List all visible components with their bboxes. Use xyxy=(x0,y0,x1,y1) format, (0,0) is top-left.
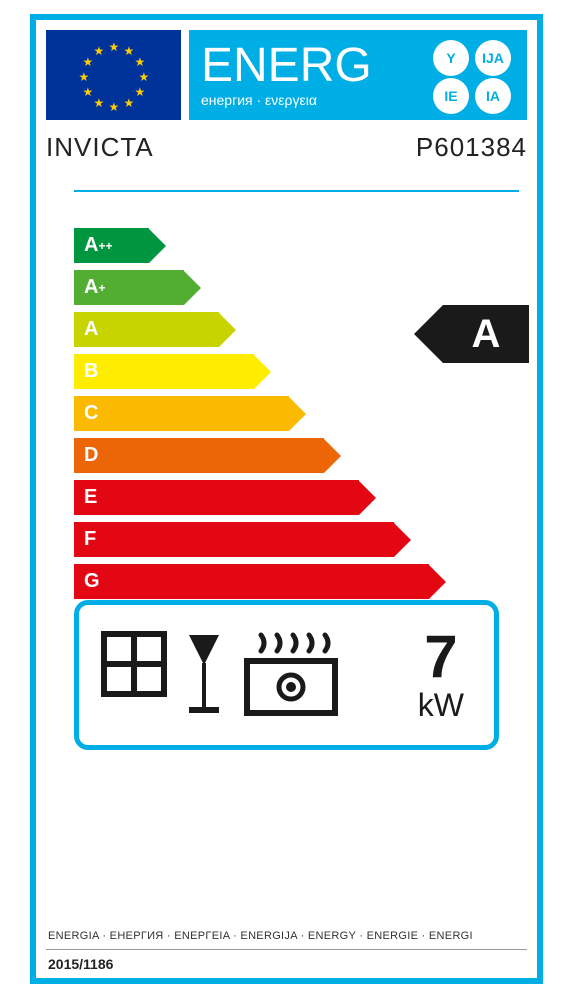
eu-star-icon: ★ xyxy=(83,55,93,65)
arrow-head-icon xyxy=(429,565,446,599)
eu-star-icon: ★ xyxy=(134,55,144,65)
header-band: ★★★★★★★★★★★★ ENERG енергия · ενεργεια Y … xyxy=(46,30,527,120)
energ-title: ENERG xyxy=(201,42,372,90)
footer-languages: ENERGIA · ЕНЕРГИЯ · ΕΝΕΡΓΕΙΑ · ENERGIJA … xyxy=(48,930,525,942)
arrow-head-icon xyxy=(149,229,166,263)
heating-pictograms xyxy=(99,629,418,721)
arrow-head-icon xyxy=(289,397,306,431)
arrow-head-icon xyxy=(324,439,341,473)
power-value: 7 xyxy=(418,627,464,687)
power-value-block: 7 kW xyxy=(418,627,474,724)
eu-star-icon: ★ xyxy=(94,44,104,54)
rating-class-label: A xyxy=(74,312,219,347)
arrow-head-icon xyxy=(219,313,236,347)
model-number: P601384 xyxy=(416,132,527,163)
rating-row: D xyxy=(74,438,534,473)
eu-star-icon: ★ xyxy=(124,44,134,54)
stove-icon xyxy=(241,631,341,721)
arrow-head-icon xyxy=(359,481,376,515)
rating-class-label: A+ xyxy=(74,270,184,305)
arrow-head-icon xyxy=(394,523,411,557)
eu-flag-icon: ★★★★★★★★★★★★ xyxy=(46,30,181,120)
efficiency-scale: A++A+ABCDEFG xyxy=(74,228,534,606)
rating-class-label: D xyxy=(74,438,324,473)
arrow-head-icon xyxy=(414,305,443,363)
eu-star-icon: ★ xyxy=(109,40,119,50)
eu-star-icon: ★ xyxy=(109,100,119,110)
rating-row: E xyxy=(74,480,534,515)
eu-star-icon: ★ xyxy=(139,70,149,80)
energ-subtitle: енергия · ενεργεια xyxy=(201,92,372,108)
rating-row: G xyxy=(74,564,534,599)
product-class-arrow: A xyxy=(414,305,529,363)
lang-code: IA xyxy=(475,78,511,114)
rating-class-label: B xyxy=(74,354,254,389)
lang-code: Y xyxy=(433,40,469,76)
lamp-icon xyxy=(181,629,227,721)
eu-star-icon: ★ xyxy=(94,96,104,106)
footer-divider xyxy=(46,949,527,950)
eu-star-icon: ★ xyxy=(124,96,134,106)
rating-row: F xyxy=(74,522,534,557)
rating-class-label: A++ xyxy=(74,228,149,263)
energy-label-frame: ★★★★★★★★★★★★ ENERG енергия · ενεργεια Y … xyxy=(30,14,543,984)
rating-class-label: F xyxy=(74,522,394,557)
power-output-box: 7 kW xyxy=(74,600,499,750)
arrow-head-icon xyxy=(254,355,271,389)
divider-line xyxy=(74,190,519,192)
eu-star-icon: ★ xyxy=(134,85,144,95)
brand-name: INVICTA xyxy=(46,132,154,163)
arrow-head-icon xyxy=(184,271,201,305)
supplier-row: INVICTA P601384 xyxy=(46,132,527,163)
energ-block: ENERG енергия · ενεργεια Y IJA IE IA xyxy=(189,30,527,120)
rating-class-label: E xyxy=(74,480,359,515)
rating-class-label: C xyxy=(74,396,289,431)
eu-star-icon: ★ xyxy=(83,85,93,95)
window-icon xyxy=(101,631,167,697)
rating-row: A+ xyxy=(74,270,534,305)
rating-row: A++ xyxy=(74,228,534,263)
lang-code: IJA xyxy=(475,40,511,76)
eu-star-icon: ★ xyxy=(79,70,89,80)
rating-class-label: G xyxy=(74,564,429,599)
lang-code: IE xyxy=(433,78,469,114)
regulation-number: 2015/1186 xyxy=(48,956,113,972)
power-unit: kW xyxy=(418,687,464,724)
product-class-label: A xyxy=(443,305,529,363)
lang-code-circles: Y IJA IE IA xyxy=(433,40,519,110)
rating-row: C xyxy=(74,396,534,431)
